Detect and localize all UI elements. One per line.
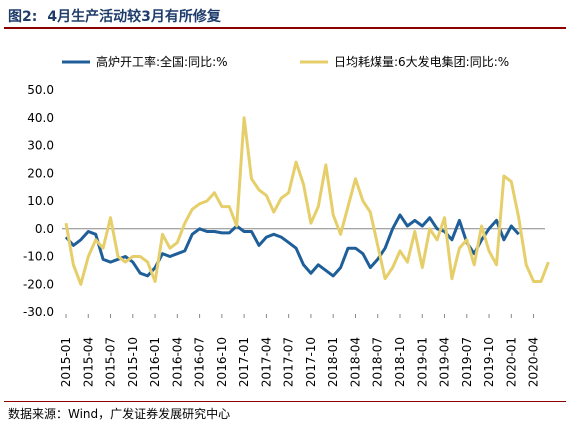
figure-title: 图2: 4月生产活动较3月有所修复: [8, 6, 221, 26]
series-line-1: [64, 116, 550, 286]
x-tick-label: 2019-04: [438, 337, 452, 387]
y-tick-label: -30.0: [23, 305, 54, 319]
x-tick-label: 2015-04: [81, 337, 95, 387]
x-tick-label: 2019-10: [482, 337, 496, 387]
x-axis: 2015-01 2015-04 2015-07 2015-10 2016-01 2016-…: [59, 228, 545, 387]
figure-number: 图2:: [8, 9, 38, 25]
x-tick-label: 2015-01: [59, 337, 73, 387]
title-rule: [4, 27, 566, 29]
x-tick-label: 2017-10: [304, 337, 318, 387]
legend-label-0: 高炉开工率:全国:同比:%: [96, 54, 228, 69]
x-tick-label: 2016-01: [148, 337, 162, 387]
chart-container: 高炉开工率:全国:同比:% 日均耗煤量:6大发电集团:同比:% 50.0 40.0 3…: [0, 30, 570, 400]
series-line-0: [64, 213, 520, 278]
y-tick-label: 50.0: [27, 83, 54, 97]
y-tick-label: 10.0: [27, 194, 54, 208]
series-group: [64, 116, 550, 286]
legend-label-1: 日均耗煤量:6大发电集团:同比:%: [334, 54, 509, 69]
y-axis: 50.0 40.0 30.0 20.0 10.0 0.0 -10.0 -20.0 -30.0: [23, 83, 54, 319]
y-tick-label: 20.0: [27, 166, 54, 180]
y-tick-label: 40.0: [27, 111, 54, 125]
x-tick-label: 2018-01: [326, 337, 340, 387]
line-chart: 高炉开工率:全国:同比:% 日均耗煤量:6大发电集团:同比:% 50.0 40.0 3…: [23, 54, 550, 387]
x-tick-label: 2016-07: [193, 337, 207, 387]
x-tick-label: 2017-01: [237, 337, 251, 387]
x-tick-label: 2020-04: [527, 337, 541, 387]
y-tick-label: 30.0: [27, 139, 54, 153]
x-tick-label: 2019-07: [460, 337, 474, 387]
x-tick-label: 2018-07: [371, 337, 385, 387]
x-tick-label: 2015-10: [126, 337, 140, 387]
y-tick-label: -10.0: [23, 250, 54, 264]
x-tick-label: 2019-01: [415, 337, 429, 387]
figure-title-text: 4月生产活动较3月有所修复: [47, 9, 221, 25]
x-tick-label: 2015-07: [104, 337, 118, 387]
x-tick-label: 2016-10: [215, 337, 229, 387]
bottom-rule: [4, 401, 566, 402]
x-tick-label: 2018-10: [393, 337, 407, 387]
x-tick-label: 2020-01: [504, 337, 518, 387]
source-note: 数据来源：Wind，广发证券发展研究中心: [8, 407, 231, 421]
y-tick-label: 0.0: [35, 222, 54, 236]
legend: 高炉开工率:全国:同比:% 日均耗煤量:6大发电集团:同比:%: [62, 54, 509, 69]
x-tick-label: 2018-04: [348, 337, 362, 387]
x-tick-label: 2016-04: [170, 337, 184, 387]
x-tick-label: 2017-04: [259, 337, 273, 387]
y-tick-label: -20.0: [23, 277, 54, 291]
x-tick-label: 2017-07: [282, 337, 296, 387]
